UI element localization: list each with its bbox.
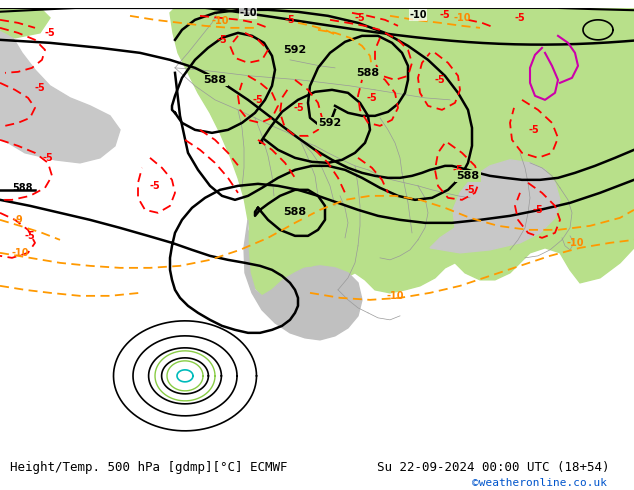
Polygon shape: [430, 160, 560, 253]
Text: -5: -5: [529, 125, 540, 135]
Text: Height/Temp. 500 hPa [gdmp][°C] ECMWF: Height/Temp. 500 hPa [gdmp][°C] ECMWF: [10, 461, 287, 474]
Text: -5: -5: [354, 13, 365, 23]
Text: -5: -5: [217, 35, 228, 45]
Polygon shape: [244, 220, 362, 340]
Text: 588: 588: [12, 183, 32, 193]
Text: 592: 592: [318, 118, 342, 128]
Polygon shape: [170, 8, 634, 308]
Text: -5: -5: [366, 93, 377, 103]
Text: -5: -5: [150, 181, 160, 191]
Text: -9: -9: [13, 215, 23, 225]
Text: -5: -5: [35, 83, 46, 93]
Text: -5: -5: [294, 103, 304, 113]
Text: 588: 588: [456, 171, 479, 181]
Text: -5: -5: [25, 231, 36, 241]
Text: -5: -5: [439, 10, 450, 20]
Polygon shape: [0, 8, 120, 163]
Text: 588: 588: [204, 75, 226, 85]
Text: -5: -5: [533, 205, 543, 215]
Text: ©weatheronline.co.uk: ©weatheronline.co.uk: [472, 478, 607, 488]
Text: Su 22-09-2024 00:00 UTC (18+54): Su 22-09-2024 00:00 UTC (18+54): [377, 461, 610, 474]
Text: -5: -5: [252, 95, 263, 105]
Text: -5: -5: [465, 185, 476, 195]
Text: -10: -10: [211, 16, 229, 26]
Text: -10: -10: [239, 8, 257, 18]
Text: -5: -5: [435, 75, 445, 85]
Polygon shape: [0, 8, 50, 38]
Polygon shape: [265, 213, 338, 268]
Text: -10: -10: [566, 238, 584, 248]
Text: -5: -5: [515, 13, 526, 23]
Text: -5: -5: [453, 165, 463, 175]
Text: 588: 588: [283, 207, 307, 217]
Text: 592: 592: [283, 45, 307, 55]
Text: -10: -10: [410, 10, 427, 20]
Text: -10: -10: [11, 248, 29, 258]
Text: -10: -10: [453, 13, 471, 23]
Text: -5: -5: [42, 153, 53, 163]
Text: 588: 588: [356, 68, 380, 78]
Text: -10: -10: [386, 291, 404, 301]
Text: -5: -5: [285, 15, 295, 25]
Text: -5: -5: [44, 28, 55, 38]
